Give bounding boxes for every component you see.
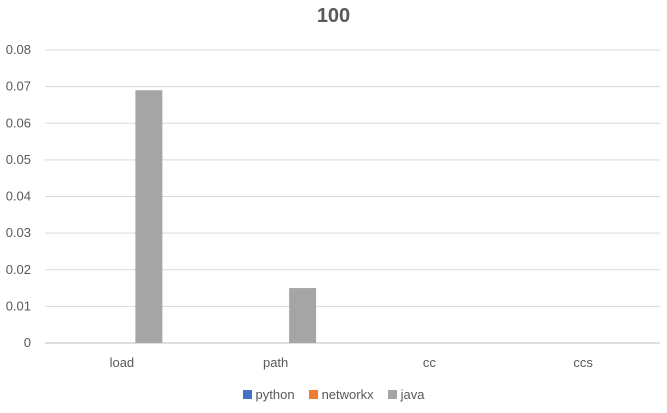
bar-java-path bbox=[289, 288, 317, 343]
legend-swatch bbox=[308, 390, 318, 399]
y-tick-label: 0.02 bbox=[6, 262, 31, 277]
y-tick-label: 0 bbox=[24, 335, 31, 350]
legend-label: java bbox=[400, 387, 425, 402]
legend-label: python bbox=[255, 387, 295, 402]
chart-title: 100 bbox=[316, 5, 351, 27]
legend-item-java: java bbox=[387, 387, 425, 402]
x-tick-label: cc bbox=[423, 355, 437, 370]
legend-swatch bbox=[387, 390, 397, 399]
legend: python networkx java bbox=[0, 387, 667, 402]
legend-swatch bbox=[242, 390, 252, 399]
y-tick-label: 0.05 bbox=[6, 152, 31, 167]
y-tick-label: 0.08 bbox=[6, 42, 31, 57]
y-tick-label: 0.01 bbox=[6, 298, 31, 313]
bar-java-load bbox=[135, 90, 163, 343]
y-tick-label: 0.03 bbox=[6, 225, 31, 240]
legend-item-python: python bbox=[242, 387, 295, 402]
x-tick-label: ccs bbox=[573, 355, 593, 370]
y-tick-label: 0.04 bbox=[6, 189, 31, 204]
y-tick-label: 0.06 bbox=[6, 115, 31, 130]
legend-item-networkx: networkx bbox=[308, 387, 374, 402]
legend-label: networkx bbox=[321, 387, 374, 402]
x-tick-label: load bbox=[110, 355, 135, 370]
x-tick-label: path bbox=[263, 355, 288, 370]
y-tick-label: 0.07 bbox=[6, 79, 31, 94]
